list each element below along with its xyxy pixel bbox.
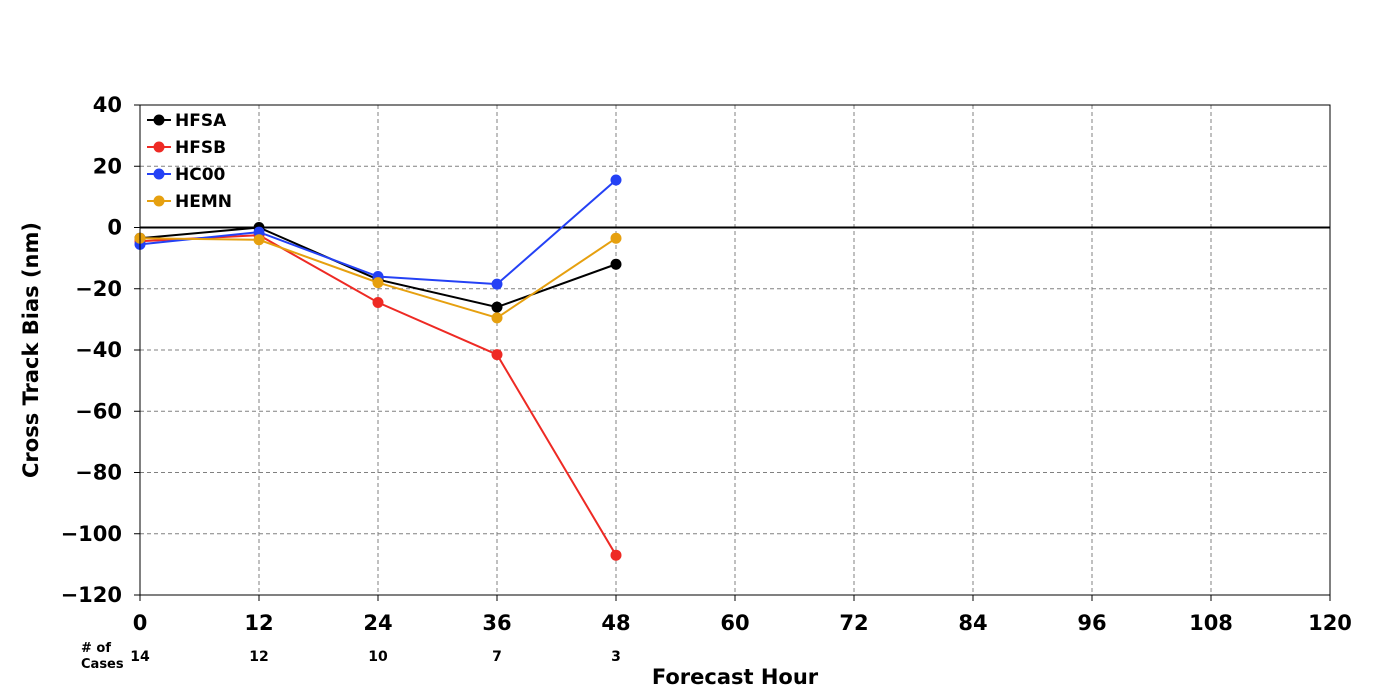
case-count: 10 [368, 649, 388, 665]
data-point-hfsa [610, 258, 622, 270]
x-tick-label: 0 [133, 611, 148, 635]
x-tick-label: 36 [482, 611, 511, 635]
x-tick-label: 60 [720, 611, 749, 635]
data-point-hc00 [491, 278, 503, 290]
y-tick-label: −60 [75, 399, 122, 423]
data-point-hc00 [610, 174, 622, 186]
legend-swatch-marker [153, 114, 165, 126]
y-tick-label: 40 [93, 93, 122, 117]
case-count: 12 [249, 649, 268, 665]
y-axis-title: Cross Track Bias (nm) [19, 222, 43, 478]
data-point-hemn [491, 312, 503, 324]
y-tick-label: −20 [75, 277, 122, 301]
data-point-hfsa [491, 301, 503, 313]
series-lines [134, 174, 622, 561]
x-axis-title: Forecast Hour [652, 665, 819, 689]
cases-label-line2: Cases [81, 657, 124, 672]
case-count: 3 [611, 649, 621, 665]
y-tick-label: 20 [93, 154, 122, 178]
legend-swatch-marker [153, 195, 165, 207]
case-count: 7 [492, 649, 502, 665]
x-tick-label: 84 [958, 611, 987, 635]
case-count: 14 [130, 649, 150, 665]
series-hc00 [134, 174, 622, 290]
legend-label: HFSB [175, 138, 226, 158]
x-tick-label: 72 [839, 611, 868, 635]
data-point-hemn [253, 234, 265, 246]
legend-label: HEMN [175, 192, 232, 212]
x-tick-label: 96 [1077, 611, 1106, 635]
legend-label: HC00 [175, 165, 226, 185]
y-tick-label: 0 [107, 216, 122, 240]
data-point-hfsb [610, 549, 622, 561]
data-point-hfsb [491, 349, 503, 361]
x-tick-label: 108 [1189, 611, 1233, 635]
axis-ticks [134, 104, 1331, 601]
x-tick-label: 24 [363, 611, 392, 635]
legend-item-hfsa: HFSA [147, 111, 227, 131]
series-hemn [134, 232, 622, 324]
cases-row: # of Cases 14 12 10 7 3 [81, 641, 621, 672]
y-tick-label: −100 [61, 522, 122, 546]
x-tick-label: 48 [601, 611, 630, 635]
x-tick-label: 12 [244, 611, 273, 635]
y-tick-label: −80 [75, 461, 122, 485]
y-tick-label: −120 [61, 583, 122, 607]
data-point-hfsb [372, 297, 384, 309]
data-point-hemn [372, 277, 384, 289]
grid-lines [140, 105, 1330, 595]
legend-swatch-marker [153, 168, 165, 180]
data-point-hemn [610, 232, 622, 244]
legend-item-hfsb: HFSB [147, 138, 226, 158]
legend-label: HFSA [175, 111, 227, 131]
legend-item-hemn: HEMN [147, 192, 232, 212]
x-tick-label: 120 [1308, 611, 1352, 635]
x-tick-labels: 0 12 24 36 48 60 72 84 96 108 120 [133, 611, 1352, 635]
legend-item-hc00: HC00 [147, 165, 226, 185]
y-tick-labels: 40 20 0 −20 −40 −60 −80 −100 −120 [61, 93, 122, 607]
data-point-hc00 [253, 226, 265, 238]
legend: HFSA HFSB HC00 HEMN [147, 111, 232, 212]
legend-swatch-marker [153, 141, 165, 153]
cases-label-line1: # of [81, 641, 111, 656]
y-tick-label: −40 [75, 338, 122, 362]
